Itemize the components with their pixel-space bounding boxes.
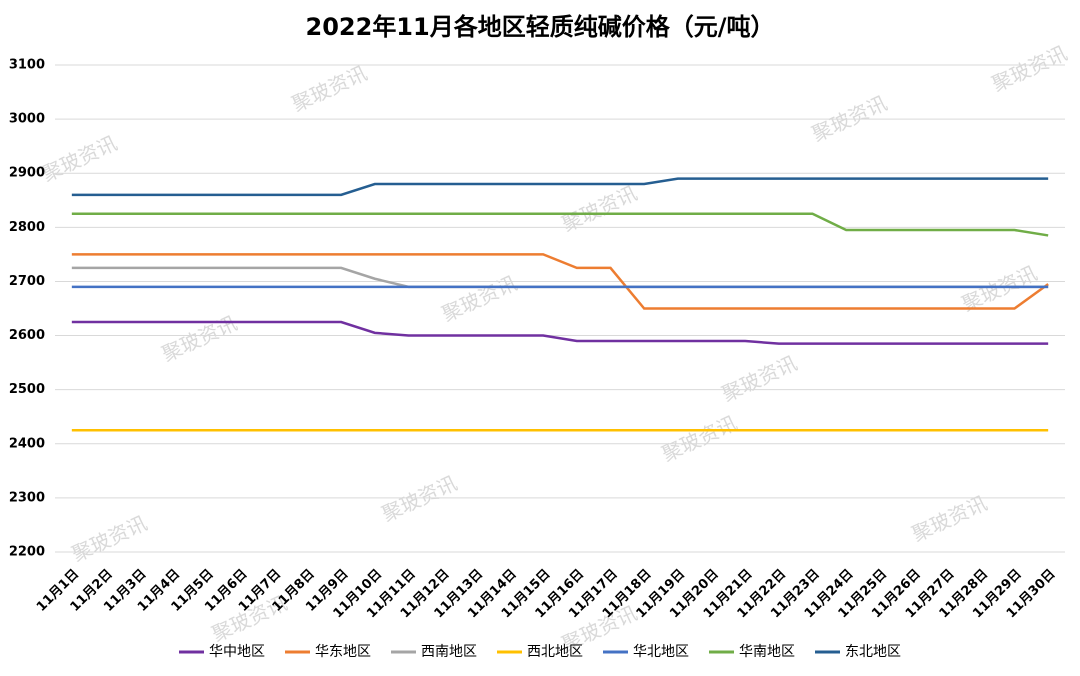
- legend-label: 华东地区: [315, 644, 371, 660]
- watermark: 聚玻资讯: [658, 411, 741, 467]
- watermark: 聚玻资讯: [438, 271, 521, 327]
- watermark: 聚玻资讯: [718, 351, 801, 407]
- y-tick-label: 3100: [9, 58, 45, 73]
- series-line: [71, 177, 1049, 197]
- y-tick-label: 2900: [9, 166, 45, 181]
- chart-title: 2022年11月各地区轻质纯碱价格（元/吨）: [306, 13, 775, 41]
- y-tick-label: 2200: [9, 545, 45, 560]
- watermark: 聚玻资讯: [908, 491, 991, 547]
- legend-label: 西南地区: [421, 644, 477, 660]
- series-line: [71, 212, 1049, 237]
- legend-label: 西北地区: [527, 644, 583, 660]
- watermark: 聚玻资讯: [68, 511, 151, 567]
- legend-label: 华南地区: [739, 644, 795, 660]
- legend-label: 华中地区: [209, 644, 265, 660]
- y-tick-label: 2300: [9, 490, 45, 505]
- y-tick-label: 2700: [9, 274, 45, 289]
- y-tick-label: 2600: [9, 328, 45, 343]
- watermark: 聚玻资讯: [158, 311, 241, 367]
- y-tick-label: 2400: [9, 436, 45, 451]
- watermark: 聚玻资讯: [288, 61, 371, 117]
- watermark: 聚玻资讯: [558, 181, 641, 237]
- y-tick-label: 2500: [9, 382, 45, 397]
- watermark: 聚玻资讯: [38, 131, 121, 187]
- series-line: [71, 320, 1049, 345]
- legend-label: 华北地区: [633, 644, 689, 660]
- series-line: [71, 253, 1049, 310]
- watermark: 聚玻资讯: [378, 471, 461, 527]
- series-line: [71, 266, 1049, 289]
- y-tick-label: 3000: [9, 112, 45, 127]
- watermark: 聚玻资讯: [988, 41, 1071, 97]
- y-tick-label: 2800: [9, 220, 45, 235]
- legend-label: 东北地区: [845, 644, 901, 660]
